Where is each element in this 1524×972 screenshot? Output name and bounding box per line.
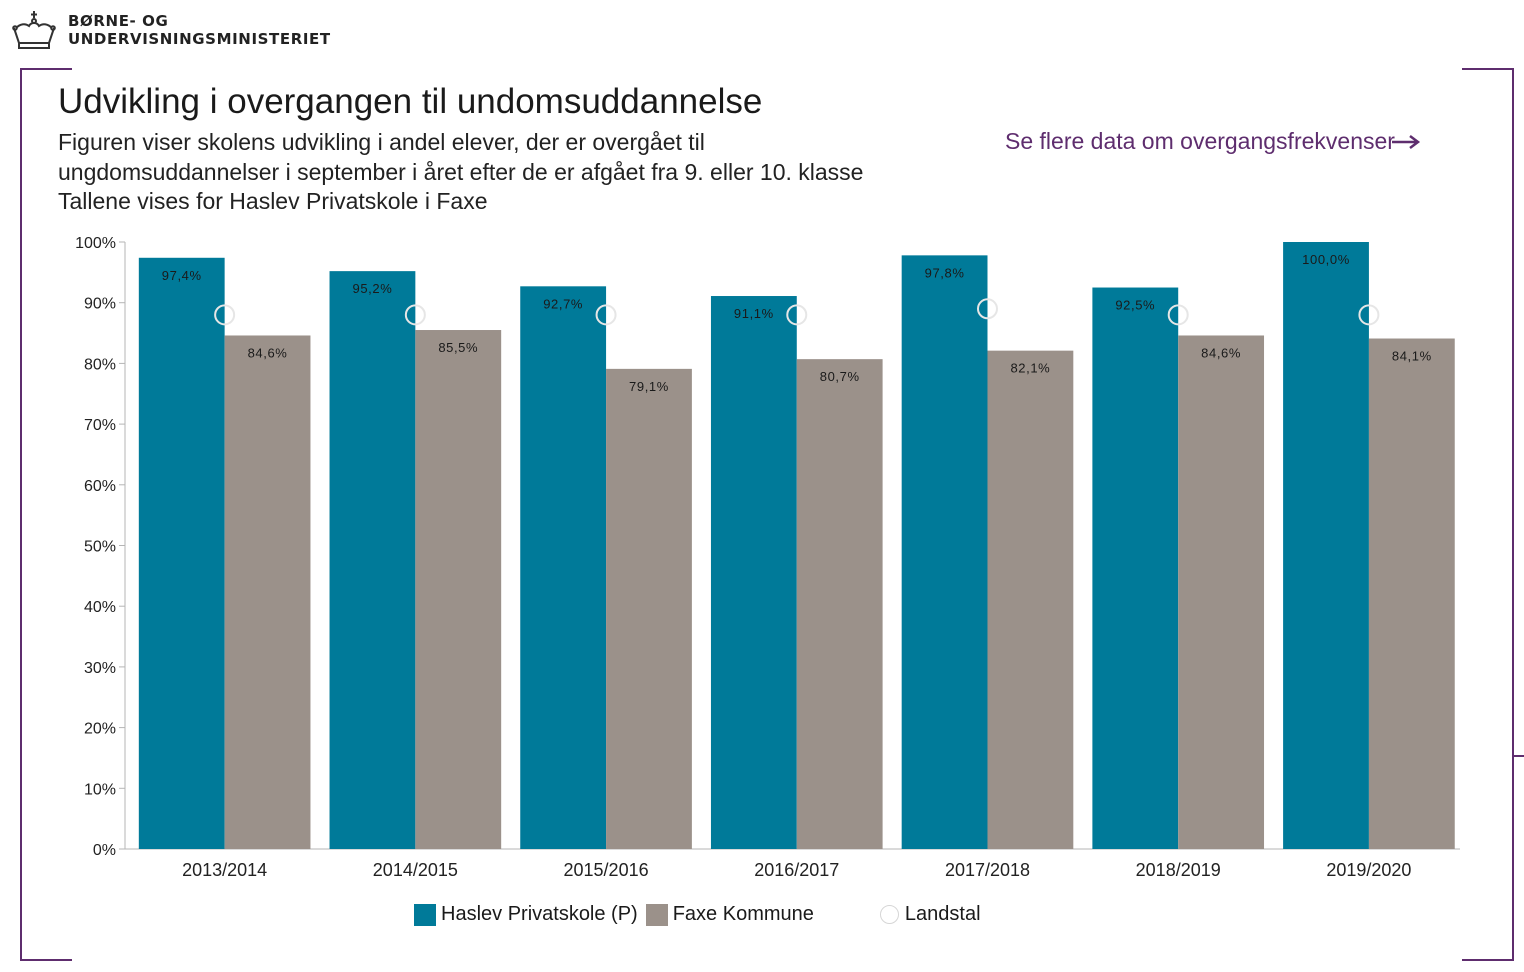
y-tick-label: 90% bbox=[84, 296, 116, 313]
frame-bracket-right bbox=[1462, 68, 1514, 961]
legend-label-municipality: Faxe Kommune bbox=[672, 903, 814, 925]
subtitle-line-1: Figuren viser skolens udvikling i andel … bbox=[58, 129, 705, 155]
chart-title: Udvikling i overgangen til undomsuddanne… bbox=[58, 82, 763, 121]
landstal-marker bbox=[595, 304, 617, 326]
bar-school bbox=[329, 271, 416, 849]
subtitle-line-3: Tallene vises for Haslev Privatskole i F… bbox=[58, 188, 488, 214]
ministry-header: BØRNE- OG UNDERVISNINGSMINISTERIET bbox=[10, 8, 331, 52]
bar-municipality bbox=[1368, 338, 1455, 849]
bar-municipality bbox=[606, 368, 692, 849]
x-tick-label: 2015/2016 bbox=[564, 860, 649, 880]
legend-swatch-school bbox=[414, 903, 436, 926]
chart-legend: Haslev Privatskole (P) Faxe Kommune Land… bbox=[414, 903, 989, 926]
data-label-municipality: 79,1% bbox=[629, 379, 669, 394]
landstal-marker bbox=[976, 298, 998, 320]
data-label-municipality: 85,5% bbox=[438, 340, 478, 355]
data-label-municipality: 84,6% bbox=[248, 345, 288, 360]
data-label-municipality: 84,6% bbox=[1201, 345, 1241, 360]
x-tick-label: 2014/2015 bbox=[373, 860, 458, 880]
crown-icon bbox=[12, 11, 56, 49]
data-label-school: 91,1% bbox=[734, 306, 774, 321]
y-tick-label: 70% bbox=[84, 417, 116, 434]
bar-municipality bbox=[224, 335, 311, 849]
landstal-marker bbox=[404, 304, 426, 326]
more-data-link[interactable]: Se flere data om overgangsfrekvenser bbox=[1005, 128, 1421, 155]
bar-school bbox=[520, 286, 607, 849]
data-label-municipality: 82,1% bbox=[1010, 361, 1050, 376]
ministry-name-line2: UNDERVISNINGSMINISTERIET bbox=[68, 30, 331, 48]
more-data-link-label: Se flere data om overgangsfrekvenser bbox=[1005, 128, 1395, 154]
arrow-right-icon bbox=[1391, 134, 1421, 149]
legend-label-school: Haslev Privatskole (P) bbox=[441, 903, 638, 925]
legend-item-municipality[interactable]: Faxe Kommune bbox=[645, 903, 814, 926]
data-label-school: 95,2% bbox=[353, 281, 393, 296]
landstal-marker bbox=[1167, 304, 1189, 326]
data-label-school: 97,4% bbox=[162, 268, 202, 283]
bar-municipality bbox=[415, 330, 502, 849]
y-tick-label: 0% bbox=[93, 842, 116, 859]
legend-label-landstal: Landstal bbox=[904, 903, 981, 925]
y-tick-label: 10% bbox=[84, 781, 116, 798]
data-label-school: 100,0% bbox=[1302, 252, 1350, 267]
x-tick-label: 2018/2019 bbox=[1136, 860, 1221, 880]
y-tick-label: 20% bbox=[84, 721, 116, 738]
frame-bracket-left bbox=[20, 68, 72, 961]
y-tick-label: 100% bbox=[75, 235, 116, 252]
x-tick-label: 2019/2020 bbox=[1326, 860, 1411, 880]
x-tick-label: 2013/2014 bbox=[182, 860, 267, 880]
y-tick-label: 40% bbox=[84, 599, 116, 616]
data-label-municipality: 80,7% bbox=[820, 369, 860, 384]
legend-item-landstal[interactable]: Landstal bbox=[822, 903, 981, 926]
frame-tick bbox=[1512, 755, 1524, 757]
landstal-marker bbox=[786, 304, 808, 326]
bar-school bbox=[1283, 242, 1369, 849]
legend-item-school[interactable]: Haslev Privatskole (P) bbox=[414, 903, 638, 926]
bar-school bbox=[1092, 287, 1179, 849]
y-tick-label: 30% bbox=[84, 660, 116, 677]
landstal-marker bbox=[1358, 304, 1380, 326]
legend-swatch-municipality bbox=[645, 903, 668, 926]
y-tick-label: 80% bbox=[84, 356, 116, 373]
x-tick-label: 2016/2017 bbox=[754, 860, 839, 880]
bar-school bbox=[901, 255, 988, 849]
data-label-municipality: 84,1% bbox=[1392, 349, 1432, 364]
bar-municipality bbox=[987, 350, 1074, 849]
data-label-school: 92,7% bbox=[543, 296, 583, 311]
bar-school bbox=[138, 257, 225, 850]
subtitle-line-2: ungdomsuddannelser i september i året ef… bbox=[58, 158, 864, 185]
bar-municipality bbox=[796, 359, 883, 849]
y-tick-label: 50% bbox=[84, 539, 116, 556]
bar-municipality bbox=[1178, 335, 1265, 849]
legend-marker-landstal bbox=[879, 905, 899, 924]
y-tick-label: 60% bbox=[84, 478, 116, 495]
x-tick-label: 2017/2018 bbox=[945, 860, 1030, 880]
ministry-name-line1: BØRNE- OG bbox=[68, 12, 169, 30]
data-label-school: 92,5% bbox=[1115, 298, 1155, 313]
landstal-marker bbox=[214, 304, 236, 326]
bar-school bbox=[710, 296, 797, 849]
data-label-school: 97,8% bbox=[925, 265, 965, 280]
chart-subtitle: Figuren viser skolens udvikling i andel … bbox=[58, 128, 863, 217]
